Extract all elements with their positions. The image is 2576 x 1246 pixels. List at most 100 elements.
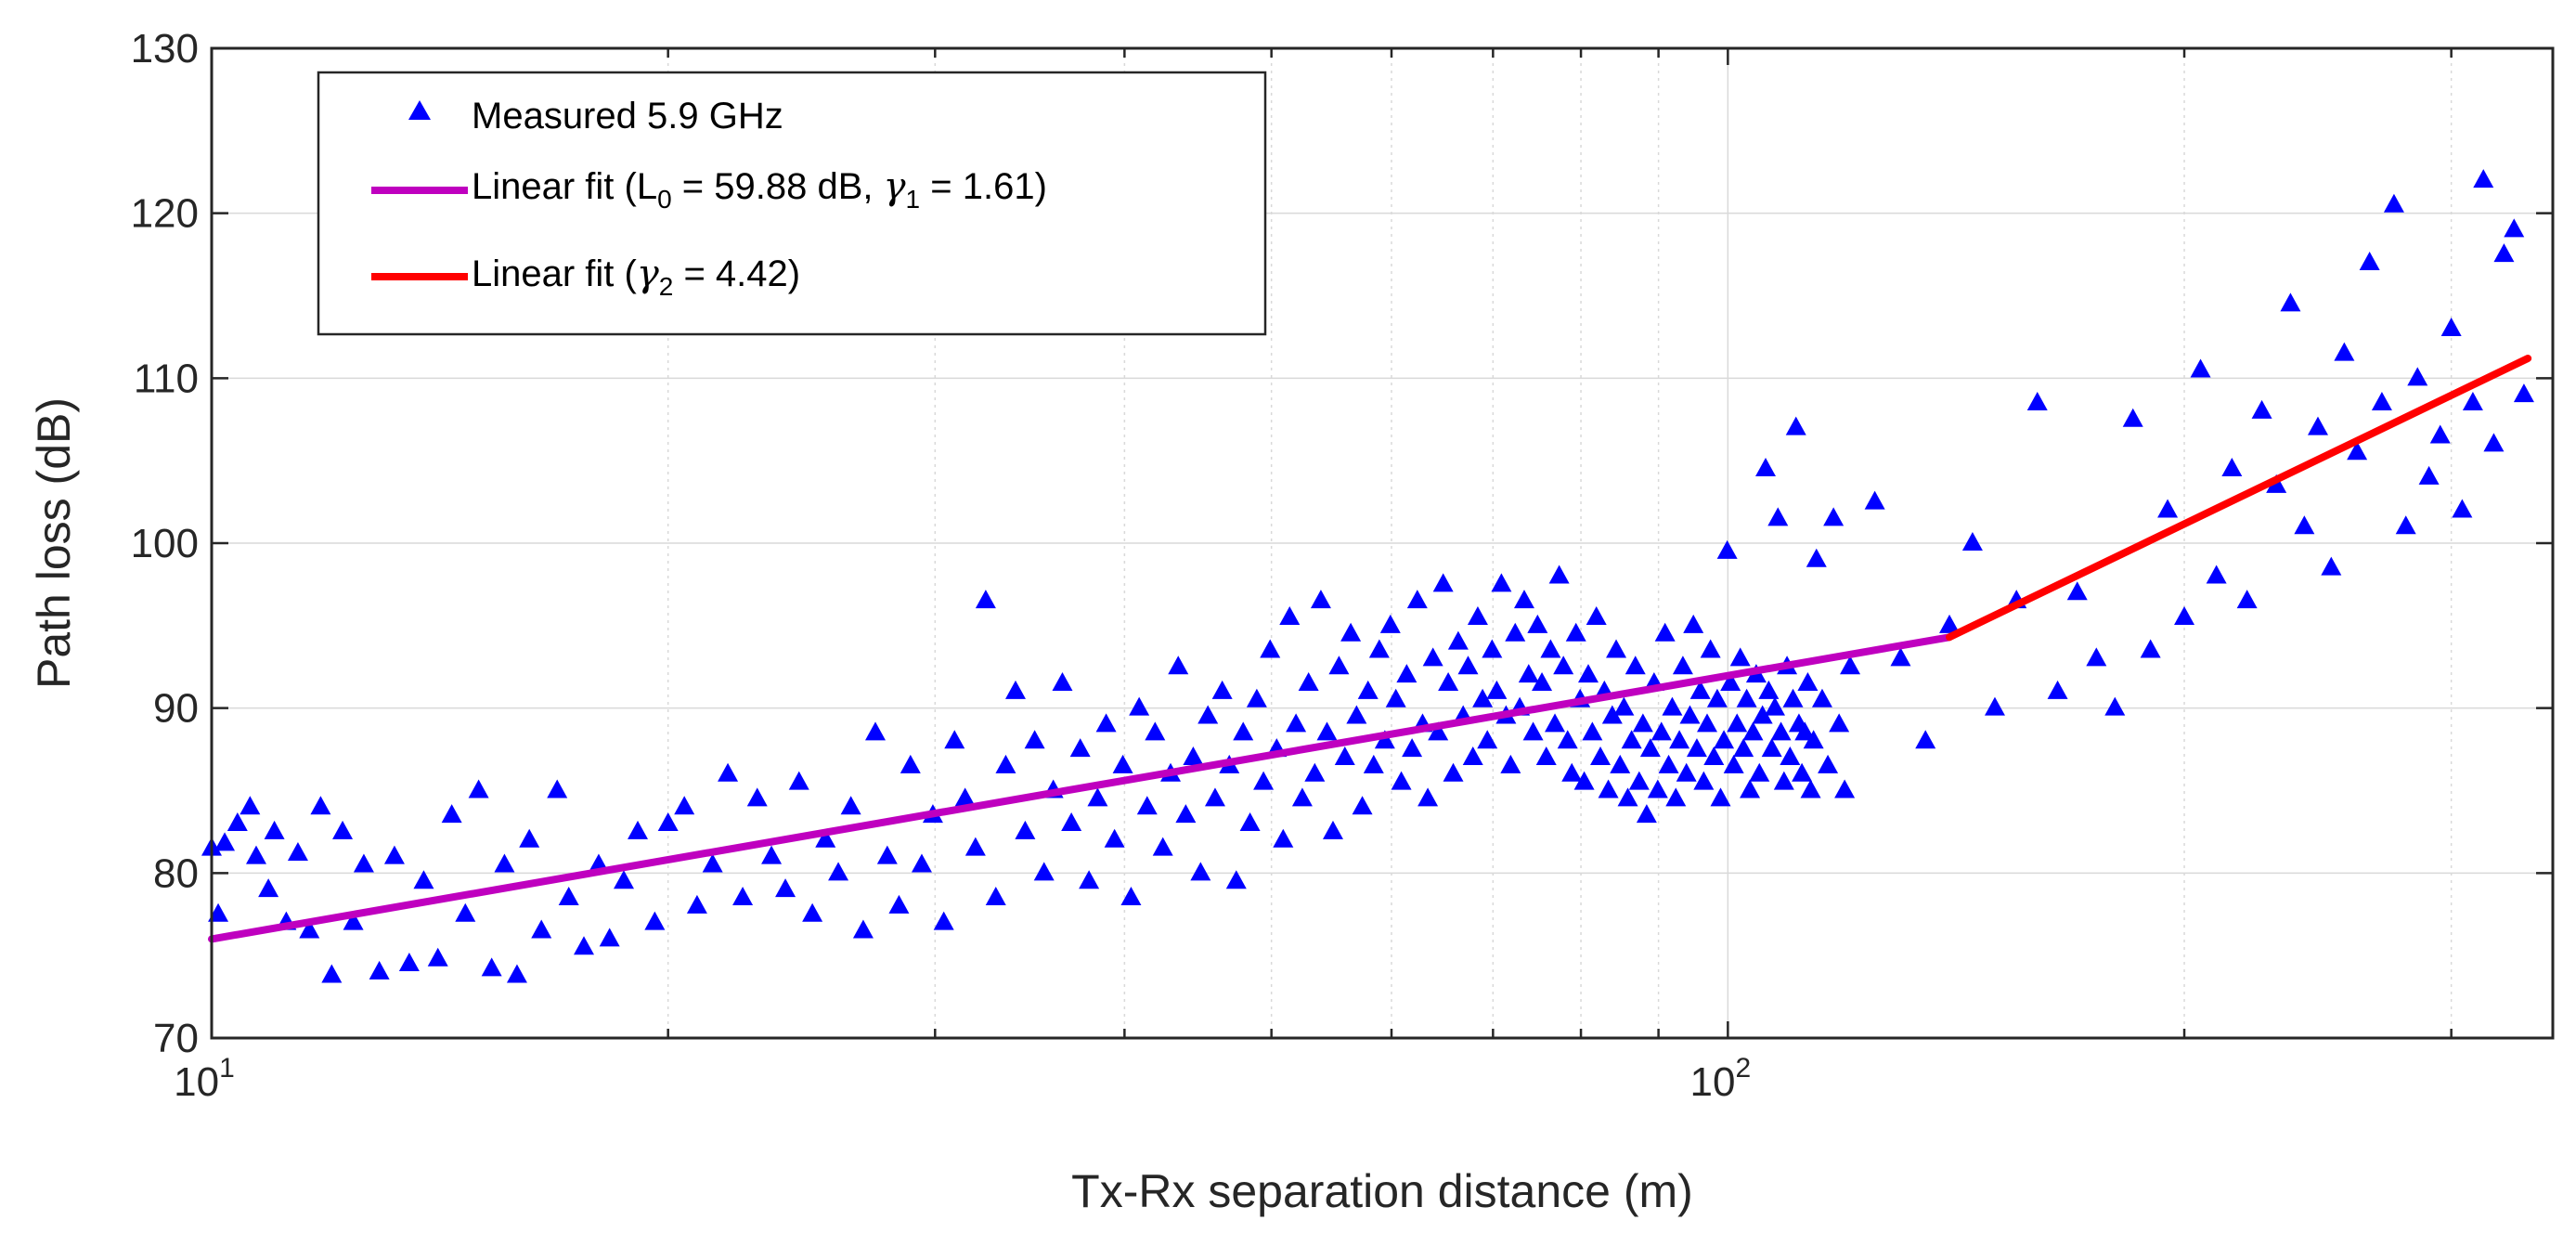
measured-point <box>1710 787 1731 807</box>
measured-point <box>1204 787 1225 807</box>
measured-point <box>1112 754 1133 773</box>
measured-point <box>558 886 579 905</box>
measured-point <box>599 928 620 947</box>
measured-point <box>227 812 248 832</box>
measured-point <box>547 779 568 798</box>
measured-point <box>876 845 898 864</box>
measured-point <box>628 820 649 839</box>
measured-point <box>1792 762 1813 782</box>
measured-point <box>1577 664 1599 683</box>
measured-point <box>1104 828 1125 848</box>
measured-point <box>1417 787 1439 807</box>
measured-point <box>1639 738 1661 758</box>
measured-point <box>332 820 354 839</box>
measured-point <box>1197 705 1219 724</box>
measured-point <box>1647 779 1668 798</box>
measured-point <box>1636 804 1657 824</box>
measured-point <box>1298 672 1319 692</box>
measured-point <box>933 911 954 930</box>
measured-point <box>1632 713 1653 733</box>
measured-point <box>1385 688 1406 707</box>
measured-point <box>1697 713 1718 733</box>
measured-point <box>2174 605 2195 625</box>
measured-point <box>1720 672 1741 692</box>
legend-fit1-sub-gamma: 1 <box>906 185 921 214</box>
legend-fit1-gamma: γ <box>884 165 906 208</box>
measured-point <box>1467 605 1488 625</box>
y-tick-label: 110 <box>134 356 199 401</box>
measured-point <box>310 796 331 815</box>
fit2-line <box>1946 355 2532 642</box>
measured-point <box>1087 787 1108 807</box>
measured-point <box>2513 383 2534 403</box>
measured-point <box>1693 771 1715 790</box>
measured-point <box>1457 655 1479 675</box>
measured-point <box>761 845 783 864</box>
measured-point <box>1723 754 1744 773</box>
measured-point <box>1527 614 1548 633</box>
measured-point <box>1505 622 1526 642</box>
legend-fit2-post: = 4.42) <box>673 253 800 294</box>
measured-point <box>2440 318 2462 337</box>
measured-point <box>2347 441 2368 461</box>
measured-point <box>1613 696 1635 716</box>
measured-point <box>1005 680 1027 699</box>
measured-point <box>1477 730 1498 749</box>
measured-point <box>245 845 266 864</box>
measured-point <box>2122 408 2143 427</box>
measured-point <box>208 902 229 922</box>
measured-point <box>1438 672 1459 692</box>
measured-point <box>2157 499 2179 518</box>
measured-point <box>2395 515 2416 535</box>
measured-point <box>2047 680 2068 699</box>
measured-point <box>1679 705 1701 724</box>
legend-fit2-sub: 2 <box>659 272 674 301</box>
measured-point <box>1749 762 1770 782</box>
measured-point <box>1015 820 1036 839</box>
measured-point <box>1665 787 1687 807</box>
measured-point <box>718 762 739 782</box>
measured-point <box>1069 738 1091 758</box>
measured-point <box>258 878 279 898</box>
measured-point <box>1773 771 1794 790</box>
measured-point <box>944 730 965 749</box>
measured-point <box>1686 738 1707 758</box>
measured-point <box>1740 779 1761 798</box>
measured-point <box>1346 705 1367 724</box>
measured-point <box>321 964 343 983</box>
measured-point <box>1447 630 1469 650</box>
measured-point <box>2104 696 2126 716</box>
measured-point <box>2066 581 2088 601</box>
measured-point <box>1565 622 1586 642</box>
measured-point <box>1662 696 1683 716</box>
measured-point <box>1145 721 1166 741</box>
measured-point <box>398 953 420 972</box>
measured-point <box>468 779 489 798</box>
y-tick-label: 100 <box>131 521 199 566</box>
measured-point <box>1811 688 1832 707</box>
measured-point <box>2307 416 2328 435</box>
measured-point <box>1553 655 1574 675</box>
measured-point <box>1482 639 1503 658</box>
measured-point <box>2026 391 2048 410</box>
measured-point <box>1310 590 1331 609</box>
measured-point <box>1706 688 1728 707</box>
measured-point <box>299 919 320 939</box>
x-axis-label: Tx-Rx separation distance (m) <box>1071 1165 1693 1217</box>
measured-point <box>1785 416 1806 435</box>
measured-point <box>1689 680 1711 699</box>
measured-point <box>2452 499 2473 518</box>
measured-point <box>214 832 236 851</box>
legend-fit1-sub-l0: 0 <box>657 185 672 214</box>
measured-point <box>2418 465 2440 485</box>
measured-point <box>1273 828 1294 848</box>
measured-point <box>1984 696 2005 716</box>
y-tick-label: 80 <box>153 850 199 896</box>
measured-point <box>852 919 874 939</box>
measured-point <box>2221 458 2243 477</box>
legend-fit1-mid: = 59.88 dB, <box>672 166 884 207</box>
measured-point <box>840 796 861 815</box>
measured-point <box>1095 713 1117 733</box>
measured-point <box>1582 721 1603 741</box>
measured-point <box>1561 762 1583 782</box>
